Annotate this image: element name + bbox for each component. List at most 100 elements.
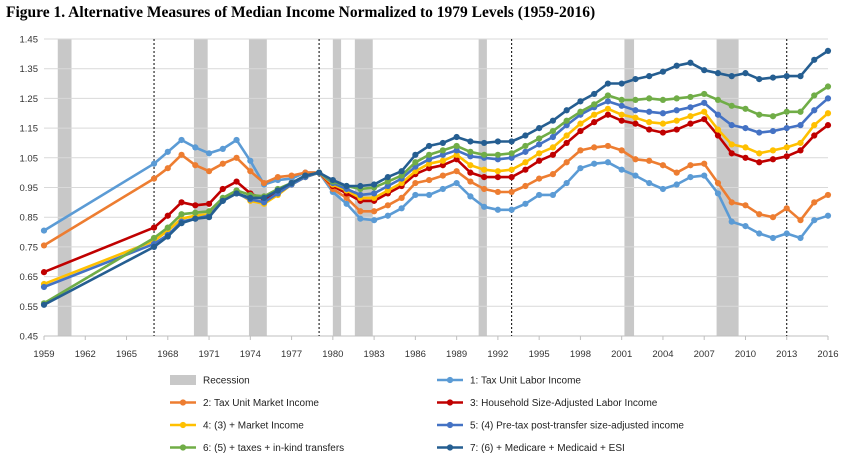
- series-4-point: [701, 108, 708, 115]
- series-7-point: [508, 138, 515, 145]
- series-2-point: [756, 211, 763, 218]
- series-6-point: [673, 95, 680, 102]
- series-7: [40, 47, 832, 308]
- series-5-point: [742, 125, 749, 132]
- series-3-point: [714, 132, 722, 139]
- series-2-point: [467, 178, 474, 185]
- series-1-point: [687, 174, 694, 181]
- series-5-point: [439, 151, 446, 158]
- series-5-point: [701, 99, 708, 106]
- series-3-point: [659, 129, 667, 136]
- series-4-point: [673, 117, 680, 124]
- series-3-point: [219, 185, 226, 193]
- series-7-point: [205, 214, 213, 221]
- x-tick-label-19: 2016: [817, 349, 838, 360]
- y-tick-label-6: 1.05: [20, 153, 39, 164]
- series-4-point: [384, 187, 391, 194]
- series-6-point: [577, 108, 584, 115]
- series-1-point: [164, 148, 171, 155]
- series-4-point: [632, 114, 639, 121]
- series-2-point: [769, 214, 777, 221]
- series-1-point: [646, 179, 653, 187]
- series-7-point: [343, 182, 350, 190]
- series-2-point: [233, 154, 240, 161]
- series-5-point: [659, 110, 667, 117]
- series-2-point: [522, 182, 529, 190]
- series-2-point: [604, 142, 612, 150]
- y-tick-label-0: 0.45: [20, 332, 39, 343]
- series-3-point: [233, 178, 240, 185]
- series-6-point: [384, 178, 391, 185]
- series-7-point: [687, 59, 694, 66]
- series-4-point: [426, 160, 433, 167]
- series-1-point: [233, 136, 240, 144]
- series-3-point: [797, 147, 804, 154]
- y-tick-label-1: 0.55: [20, 302, 39, 313]
- series-4-point: [536, 150, 543, 157]
- series-2-point: [742, 202, 749, 209]
- series-6-point: [701, 90, 708, 98]
- series-3-point: [742, 154, 749, 161]
- series-1-point: [756, 230, 763, 237]
- series-4-point: [371, 194, 378, 201]
- y-tick-label-10: 1.45: [20, 35, 39, 46]
- legend-label: 5: (4) Pre-tax post-transfer size-adjust…: [470, 421, 684, 432]
- series-1-point: [797, 234, 804, 242]
- series-5-point: [536, 141, 543, 148]
- x-tick-label-11: 1992: [487, 349, 508, 360]
- series-1-point: [40, 227, 48, 234]
- y-tick-label-7: 1.15: [20, 124, 39, 135]
- x-tick-label-10: 1989: [446, 349, 467, 360]
- x-tick-label-8: 1983: [364, 349, 385, 360]
- legend-swatch-marker: [179, 444, 187, 451]
- series-3: [40, 111, 832, 276]
- series-1-point: [701, 172, 708, 179]
- series-1-point: [508, 206, 515, 213]
- series-4-point: [494, 168, 501, 175]
- legend-label: 2: Tax Unit Market Income: [203, 398, 319, 409]
- series-1-point: [618, 166, 625, 173]
- series-7-point: [824, 47, 832, 54]
- series-5-point: [371, 190, 378, 197]
- series-5-point: [467, 153, 474, 160]
- series-3-point: [426, 165, 433, 172]
- series-4-point: [549, 144, 557, 151]
- series-6: [40, 83, 832, 307]
- series-1: [40, 136, 832, 242]
- series-3-point: [618, 117, 625, 124]
- series-6-point: [742, 105, 749, 112]
- series-6-point: [439, 147, 446, 154]
- series-7-point: [728, 73, 735, 80]
- series-6-point: [453, 142, 460, 150]
- series-2-point: [536, 175, 543, 182]
- series-1-point: [659, 185, 667, 193]
- series-3-point: [453, 156, 460, 163]
- series-4-point: [659, 120, 667, 127]
- x-tick-label-12: 1995: [529, 349, 550, 360]
- x-tick-label-6: 1977: [281, 349, 302, 360]
- series-6-point: [824, 83, 832, 90]
- series-6-point: [192, 209, 199, 216]
- legend-item-0: Recession: [170, 375, 250, 387]
- series-6-point: [494, 151, 501, 158]
- series-3-point: [178, 199, 185, 206]
- series-6-point: [687, 93, 694, 101]
- series-7-point: [577, 98, 584, 105]
- series-3-point: [632, 120, 639, 127]
- series-7-point: [742, 70, 749, 77]
- series-1-point: [549, 191, 557, 199]
- series-2-point: [260, 179, 268, 187]
- series-3-point: [205, 200, 213, 207]
- series-3-point: [522, 166, 529, 173]
- y-tick-label-5: 0.95: [20, 183, 39, 194]
- series-2-point: [797, 217, 804, 224]
- series-6-point: [659, 96, 667, 103]
- series-6-point: [728, 102, 735, 109]
- series-2-point: [659, 162, 667, 169]
- series-7-point: [219, 197, 226, 204]
- series-1-point: [591, 160, 598, 167]
- series-2-point: [591, 144, 598, 151]
- legend-swatch-marker: [446, 421, 454, 429]
- series-7-point: [398, 168, 405, 175]
- series-3-point: [192, 202, 199, 209]
